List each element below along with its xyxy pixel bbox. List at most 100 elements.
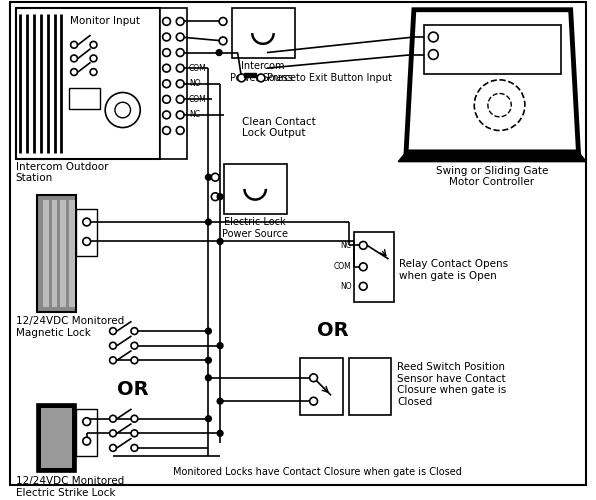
Bar: [353, 232, 395, 302]
Bar: [160, 8, 187, 158]
Bar: [37, 194, 76, 312]
Circle shape: [217, 194, 223, 200]
Circle shape: [216, 50, 222, 56]
Circle shape: [217, 430, 223, 436]
Bar: [244, 73, 256, 77]
Circle shape: [359, 263, 367, 270]
Text: Clean Contact
Lock Output: Clean Contact Lock Output: [241, 117, 315, 138]
Text: NO: NO: [189, 79, 201, 88]
Text: COM: COM: [189, 64, 207, 72]
Circle shape: [206, 358, 212, 363]
Circle shape: [359, 242, 367, 250]
Circle shape: [83, 238, 91, 246]
Circle shape: [219, 37, 227, 45]
Circle shape: [176, 80, 184, 88]
Circle shape: [90, 55, 97, 62]
Bar: [37, 404, 76, 472]
Circle shape: [163, 33, 170, 41]
Text: Intercom
Power Source: Intercom Power Source: [230, 62, 296, 83]
Circle shape: [71, 42, 77, 48]
Circle shape: [176, 126, 184, 134]
Bar: [76, 210, 97, 256]
Circle shape: [176, 18, 184, 25]
Circle shape: [105, 92, 140, 128]
Text: Open Indicator
or Light Output: Open Indicator or Light Output: [443, 28, 518, 49]
Circle shape: [176, 48, 184, 56]
Circle shape: [212, 193, 219, 200]
Bar: [41, 408, 72, 469]
Circle shape: [131, 328, 138, 334]
Circle shape: [206, 328, 212, 334]
Circle shape: [163, 64, 170, 72]
Circle shape: [217, 238, 223, 244]
Circle shape: [110, 444, 116, 452]
Circle shape: [115, 102, 131, 118]
Text: NC: NC: [340, 241, 352, 250]
Circle shape: [429, 50, 438, 59]
Circle shape: [217, 398, 223, 404]
Circle shape: [83, 418, 91, 426]
Circle shape: [83, 218, 91, 226]
Circle shape: [176, 96, 184, 103]
Circle shape: [163, 80, 170, 88]
Circle shape: [429, 32, 438, 42]
Circle shape: [176, 33, 184, 41]
Circle shape: [110, 328, 116, 334]
Text: Press to Exit Button Input: Press to Exit Button Input: [267, 73, 392, 83]
Circle shape: [310, 374, 318, 382]
Circle shape: [238, 74, 246, 82]
Text: Relay Contact Opens
when gate is Open: Relay Contact Opens when gate is Open: [399, 259, 508, 280]
Circle shape: [163, 126, 170, 134]
Circle shape: [257, 74, 265, 82]
Circle shape: [212, 174, 219, 181]
Text: Intercom Outdoor
Station: Intercom Outdoor Station: [15, 162, 108, 183]
Polygon shape: [406, 10, 579, 152]
Circle shape: [176, 111, 184, 119]
Bar: [52, 200, 57, 306]
Text: Swing or Sliding Gate
Motor Controller: Swing or Sliding Gate Motor Controller: [436, 166, 548, 187]
Circle shape: [219, 18, 227, 25]
Circle shape: [131, 430, 138, 436]
Text: NC: NC: [189, 110, 200, 120]
Circle shape: [131, 444, 138, 452]
Circle shape: [359, 282, 367, 290]
Bar: [232, 8, 295, 58]
Circle shape: [90, 42, 97, 48]
Circle shape: [176, 64, 184, 72]
Text: COM: COM: [334, 262, 352, 272]
Bar: [43, 200, 49, 306]
Circle shape: [131, 416, 138, 422]
Bar: [15, 8, 160, 158]
Text: OR: OR: [318, 322, 349, 340]
Text: COM: COM: [189, 95, 207, 104]
Circle shape: [163, 18, 170, 25]
Circle shape: [206, 416, 212, 422]
Bar: [69, 88, 100, 109]
Bar: [300, 358, 343, 415]
Bar: [424, 26, 561, 74]
Text: Electric Lock
Power Source: Electric Lock Power Source: [222, 217, 288, 238]
Circle shape: [131, 342, 138, 349]
Bar: [69, 200, 75, 306]
Circle shape: [83, 437, 91, 445]
Bar: [224, 164, 287, 214]
Circle shape: [163, 111, 170, 119]
Text: OR: OR: [117, 380, 148, 399]
Bar: [349, 358, 392, 415]
Circle shape: [110, 342, 116, 349]
Text: 12/24VDC Monitored
Magnetic Lock: 12/24VDC Monitored Magnetic Lock: [15, 316, 124, 338]
Circle shape: [110, 416, 116, 422]
Text: 12/24VDC Monitored
Electric Strike Lock: 12/24VDC Monitored Electric Strike Lock: [15, 476, 124, 498]
Text: Monitor Input: Monitor Input: [70, 16, 140, 26]
Circle shape: [90, 68, 97, 75]
Polygon shape: [398, 152, 586, 162]
Circle shape: [110, 357, 116, 364]
Circle shape: [217, 343, 223, 348]
Circle shape: [163, 48, 170, 56]
Circle shape: [206, 174, 212, 180]
Circle shape: [71, 68, 77, 75]
Circle shape: [71, 55, 77, 62]
Text: Reed Switch Position
Sensor have Contact
Closure when gate is
Closed: Reed Switch Position Sensor have Contact…: [398, 362, 507, 407]
Bar: [60, 200, 66, 306]
Circle shape: [110, 430, 116, 436]
